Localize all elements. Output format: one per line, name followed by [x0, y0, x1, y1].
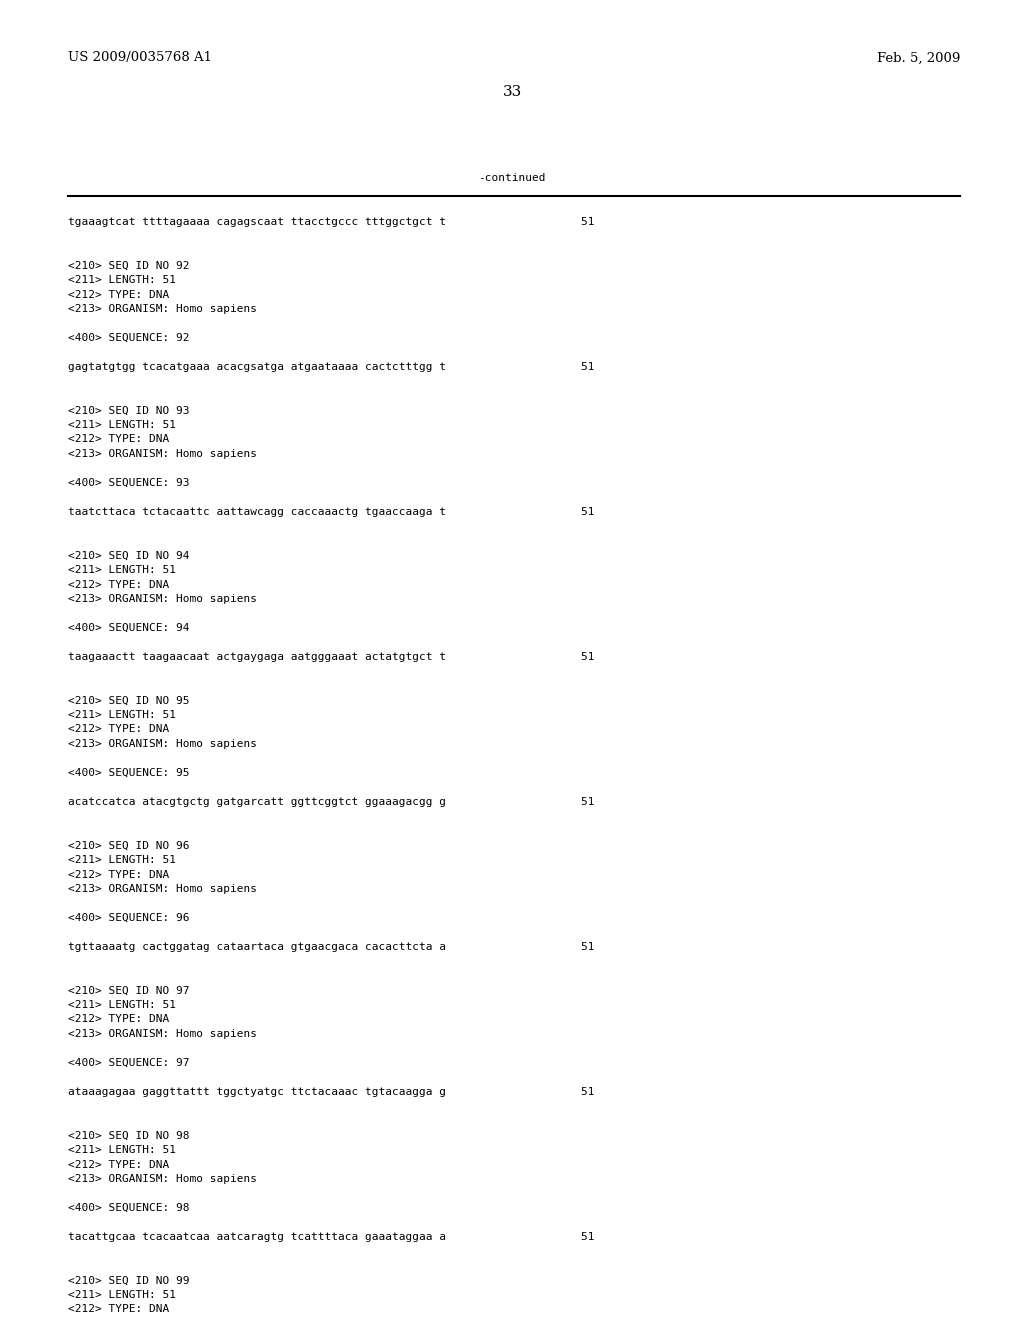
Text: <211> LENGTH: 51: <211> LENGTH: 51	[68, 565, 176, 576]
Text: <213> ORGANISM: Homo sapiens: <213> ORGANISM: Homo sapiens	[68, 884, 257, 894]
Text: <210> SEQ ID NO 99: <210> SEQ ID NO 99	[68, 1275, 189, 1286]
Text: <400> SEQUENCE: 97: <400> SEQUENCE: 97	[68, 1059, 189, 1068]
Text: <400> SEQUENCE: 95: <400> SEQUENCE: 95	[68, 768, 189, 777]
Text: <212> TYPE: DNA: <212> TYPE: DNA	[68, 1015, 169, 1024]
Text: <400> SEQUENCE: 93: <400> SEQUENCE: 93	[68, 478, 189, 488]
Text: <211> LENGTH: 51: <211> LENGTH: 51	[68, 710, 176, 719]
Text: <210> SEQ ID NO 97: <210> SEQ ID NO 97	[68, 986, 189, 995]
Text: <400> SEQUENCE: 94: <400> SEQUENCE: 94	[68, 623, 189, 634]
Text: <211> LENGTH: 51: <211> LENGTH: 51	[68, 1144, 176, 1155]
Text: tgttaaaatg cactggatag cataartaca gtgaacgaca cacacttcta a                    51: tgttaaaatg cactggatag cataartaca gtgaacg…	[68, 942, 595, 952]
Text: <210> SEQ ID NO 96: <210> SEQ ID NO 96	[68, 841, 189, 850]
Text: tgaaagtcat ttttagaaaa cagagscaat ttacctgccc tttggctgct t                    51: tgaaagtcat ttttagaaaa cagagscaat ttacctg…	[68, 216, 595, 227]
Text: <213> ORGANISM: Homo sapiens: <213> ORGANISM: Homo sapiens	[68, 1030, 257, 1039]
Text: <213> ORGANISM: Homo sapiens: <213> ORGANISM: Homo sapiens	[68, 304, 257, 314]
Text: <212> TYPE: DNA: <212> TYPE: DNA	[68, 434, 169, 445]
Text: <210> SEQ ID NO 98: <210> SEQ ID NO 98	[68, 1130, 189, 1140]
Text: taatcttaca tctacaattc aattawcagg caccaaactg tgaaccaaga t                    51: taatcttaca tctacaattc aattawcagg caccaaa…	[68, 507, 595, 517]
Text: US 2009/0035768 A1: US 2009/0035768 A1	[68, 51, 212, 65]
Text: Feb. 5, 2009: Feb. 5, 2009	[877, 51, 961, 65]
Text: <211> LENGTH: 51: <211> LENGTH: 51	[68, 1001, 176, 1010]
Text: <400> SEQUENCE: 98: <400> SEQUENCE: 98	[68, 1203, 189, 1213]
Text: <211> LENGTH: 51: <211> LENGTH: 51	[68, 420, 176, 430]
Text: <212> TYPE: DNA: <212> TYPE: DNA	[68, 289, 169, 300]
Text: 33: 33	[503, 84, 521, 99]
Text: <210> SEQ ID NO 92: <210> SEQ ID NO 92	[68, 260, 189, 271]
Text: <213> ORGANISM: Homo sapiens: <213> ORGANISM: Homo sapiens	[68, 449, 257, 459]
Text: tacattgcaa tcacaatcaa aatcaragtg tcattttaca gaaataggaa a                    51: tacattgcaa tcacaatcaa aatcaragtg tcatttt…	[68, 1232, 595, 1242]
Text: <211> LENGTH: 51: <211> LENGTH: 51	[68, 855, 176, 865]
Text: <211> LENGTH: 51: <211> LENGTH: 51	[68, 275, 176, 285]
Text: <213> ORGANISM: Homo sapiens: <213> ORGANISM: Homo sapiens	[68, 1173, 257, 1184]
Text: <400> SEQUENCE: 96: <400> SEQUENCE: 96	[68, 913, 189, 923]
Text: <210> SEQ ID NO 93: <210> SEQ ID NO 93	[68, 405, 189, 416]
Text: taagaaactt taagaacaat actgaygaga aatgggaaat actatgtgct t                    51: taagaaactt taagaacaat actgaygaga aatggga…	[68, 652, 595, 663]
Text: <210> SEQ ID NO 94: <210> SEQ ID NO 94	[68, 550, 189, 561]
Text: <213> ORGANISM: Homo sapiens: <213> ORGANISM: Homo sapiens	[68, 594, 257, 605]
Text: <210> SEQ ID NO 95: <210> SEQ ID NO 95	[68, 696, 189, 705]
Text: <212> TYPE: DNA: <212> TYPE: DNA	[68, 1304, 169, 1315]
Text: ataaagagaa gaggttattt tggctyatgc ttctacaaac tgtacaagga g                    51: ataaagagaa gaggttattt tggctyatgc ttctaca…	[68, 1086, 595, 1097]
Text: gagtatgtgg tcacatgaaa acacgsatga atgaataaaa cactctttgg t                    51: gagtatgtgg tcacatgaaa acacgsatga atgaata…	[68, 362, 595, 372]
Text: <212> TYPE: DNA: <212> TYPE: DNA	[68, 725, 169, 734]
Text: <213> ORGANISM: Homo sapiens: <213> ORGANISM: Homo sapiens	[68, 739, 257, 748]
Text: <212> TYPE: DNA: <212> TYPE: DNA	[68, 579, 169, 590]
Text: <211> LENGTH: 51: <211> LENGTH: 51	[68, 1290, 176, 1300]
Text: -continued: -continued	[478, 173, 546, 183]
Text: <212> TYPE: DNA: <212> TYPE: DNA	[68, 870, 169, 879]
Text: acatccatca atacgtgctg gatgarcatt ggttcggtct ggaaagacgg g                    51: acatccatca atacgtgctg gatgarcatt ggttcgg…	[68, 797, 595, 807]
Text: <400> SEQUENCE: 92: <400> SEQUENCE: 92	[68, 333, 189, 343]
Text: <212> TYPE: DNA: <212> TYPE: DNA	[68, 1159, 169, 1170]
